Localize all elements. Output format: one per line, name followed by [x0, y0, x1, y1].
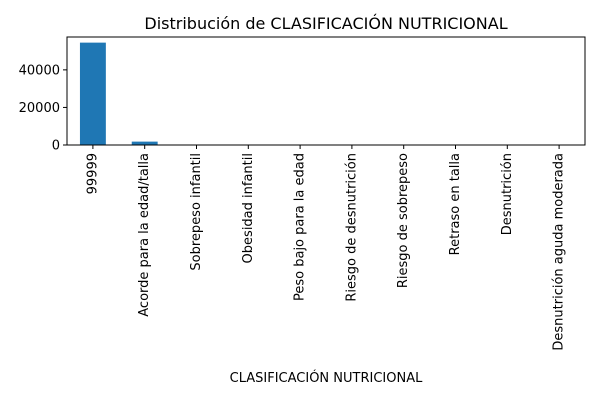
x-tick-label: Sobrepeso infantil — [189, 153, 204, 271]
x-tick-label: 99999 — [85, 153, 100, 194]
chart-title: Distribución de CLASIFICACIÓN NUTRICIONA… — [144, 14, 507, 33]
bar — [132, 142, 158, 145]
x-tick-label: Peso bajo para la edad — [293, 153, 308, 301]
x-tick-label: Retraso en talla — [448, 153, 463, 255]
x-axis-label: CLASIFICACIÓN NUTRICIONAL — [230, 370, 423, 386]
y-tick-label: 20000 — [19, 101, 60, 116]
x-tick-label: Desnutrición aguda moderada — [552, 153, 567, 351]
x-tick-label: Riesgo de sobrepeso — [396, 153, 411, 288]
x-tick-label: Acorde para la edad/talla — [137, 153, 152, 317]
x-tick-label: Desnutrición — [500, 153, 515, 235]
bars-layer — [80, 43, 572, 145]
plot-frame — [67, 37, 585, 145]
x-tick-label: Obesidad infantil — [241, 153, 256, 263]
y-tick-label: 0 — [52, 139, 60, 154]
bar — [80, 43, 106, 145]
y-tick-label: 40000 — [19, 63, 60, 78]
x-tick-label: Riesgo de desnutrición — [344, 153, 359, 302]
